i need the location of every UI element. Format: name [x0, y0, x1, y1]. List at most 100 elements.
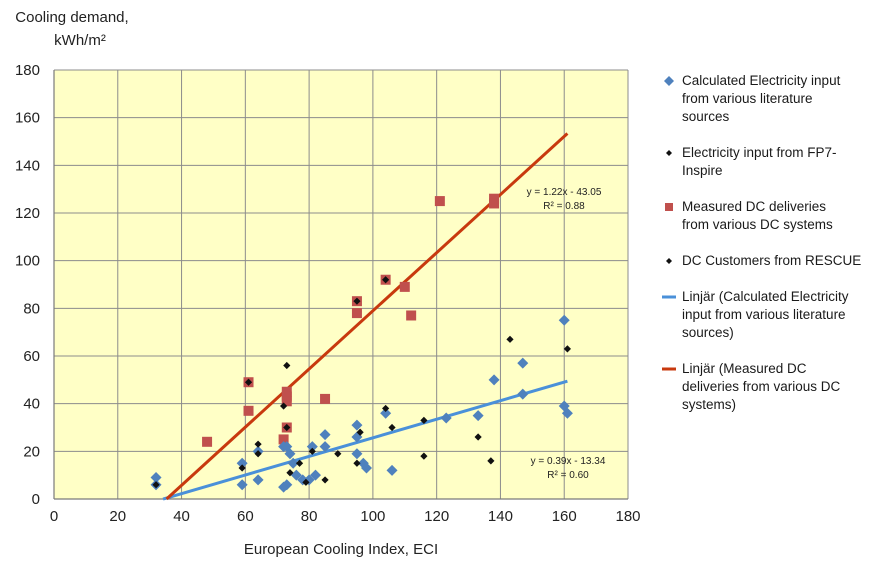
x-tick-labels: 0 20 40 60 80 100 120 140 160 180 [50, 508, 641, 525]
data-point [434, 196, 445, 207]
data-point [506, 335, 514, 343]
data-point [283, 361, 291, 370]
legend-item: Linjär (Calculated Electricity input from… [660, 288, 875, 342]
data-point [236, 479, 248, 491]
trend-equation: y = 1.22x - 43.05 [527, 187, 602, 198]
data-point [319, 429, 331, 441]
legend-label-line: Measured DC deliveries [682, 199, 827, 214]
legend-label-line: Linjär (Measured DC [682, 361, 807, 376]
data-point [152, 481, 160, 489]
x-tick-label: 0 [50, 508, 58, 525]
data-point [334, 450, 342, 458]
trend-line [162, 379, 568, 501]
legend-item: DC Customers from RESCUE [660, 252, 875, 270]
legend-label-line: Electricity input from FP7- [682, 145, 837, 160]
legend-label-line: Inspire [682, 163, 723, 178]
data-point [287, 457, 299, 469]
data-point [252, 474, 264, 486]
data-point [281, 479, 293, 491]
y-axis-label: Cooling demand, kWh/m² [15, 9, 128, 49]
legend-label-line: sources) [682, 325, 734, 340]
legend-label-line: input from various literature [682, 307, 846, 322]
data-point [380, 407, 392, 419]
legend-marker [662, 292, 676, 302]
data-point [420, 452, 428, 460]
data-point [351, 308, 362, 319]
data-point [388, 423, 396, 432]
y-tick-label: 160 [15, 110, 40, 127]
x-tick-label: 100 [360, 508, 385, 525]
legend-label-line: sources [682, 109, 730, 124]
data-point [406, 310, 417, 321]
data-point [286, 469, 294, 477]
data-point [281, 396, 292, 407]
y-tick-label: 0 [32, 491, 40, 508]
x-tick-label: 160 [552, 508, 577, 525]
legend-item: Measured DC deliveries from various DC sy… [660, 198, 875, 234]
legend-item: Calculated Electricity input from various… [660, 72, 875, 126]
data-point [254, 450, 262, 458]
data-point [558, 314, 570, 326]
y-axis-label-line: Cooling demand, [15, 9, 128, 26]
legend-marker [662, 76, 676, 86]
data-point [561, 407, 573, 419]
data-point [244, 378, 253, 386]
data-point [399, 281, 410, 292]
trend-equation: y = 0.39x - 13.34 [531, 456, 606, 467]
axes [53, 70, 628, 500]
y-tick-label: 40 [23, 396, 40, 413]
data-point [236, 457, 248, 469]
legend-label-line: DC Customers from RESCUE [682, 253, 862, 268]
legend-marker [662, 364, 676, 374]
data-point [295, 459, 304, 467]
x-tick-label: 60 [237, 508, 254, 525]
legend-item: Linjär (Measured DC deliveries from vario… [660, 360, 875, 414]
data-point [306, 441, 318, 453]
data-point [238, 464, 246, 472]
x-tick-label: 20 [109, 508, 126, 525]
y-tick-label: 60 [23, 348, 40, 365]
y-axis-label-line: kWh/m² [54, 32, 106, 49]
data-point [308, 447, 316, 455]
data-point [320, 393, 331, 404]
trend-line [165, 132, 569, 501]
data-point [420, 416, 428, 424]
y-tick-labels: 0 20 40 60 80 100 120 140 160 180 [15, 62, 40, 508]
trend-equations: y = 0.39x - 13.34 R² = 0.60 y = 1.22x - 43… [527, 187, 606, 481]
data-point [353, 297, 361, 305]
data-point [489, 198, 500, 209]
data-point [488, 374, 500, 386]
data-point [472, 410, 484, 422]
data-point [361, 462, 373, 474]
legend-label-line: Linjär (Calculated Electricity [682, 289, 849, 304]
data-point [356, 428, 364, 436]
legend-label-line: Calculated Electricity input [682, 73, 841, 88]
y-tick-label: 120 [15, 205, 40, 222]
legend-marker [662, 202, 676, 212]
data-point [319, 441, 331, 453]
data-points [150, 193, 573, 493]
data-point [290, 469, 302, 481]
data-point [353, 459, 361, 467]
data-point [382, 404, 390, 413]
y-tick-label: 180 [15, 62, 40, 79]
data-point [254, 440, 262, 448]
legend-marker [662, 256, 676, 266]
data-point [351, 419, 363, 431]
data-point [440, 412, 452, 424]
data-point [321, 476, 329, 484]
data-point [284, 448, 296, 460]
data-point [382, 276, 390, 284]
data-point [302, 478, 310, 486]
data-point [283, 423, 291, 432]
data-point [309, 469, 321, 481]
y-tick-label: 80 [23, 300, 40, 317]
gridlines [53, 69, 629, 500]
legend: Calculated Electricity input from various… [660, 72, 875, 414]
legend-label-line: from various DC systems [682, 217, 833, 232]
data-point [517, 357, 529, 369]
legend-item: Electricity input from FP7- Inspire [660, 144, 875, 180]
data-point [280, 402, 288, 410]
data-point [386, 464, 398, 476]
